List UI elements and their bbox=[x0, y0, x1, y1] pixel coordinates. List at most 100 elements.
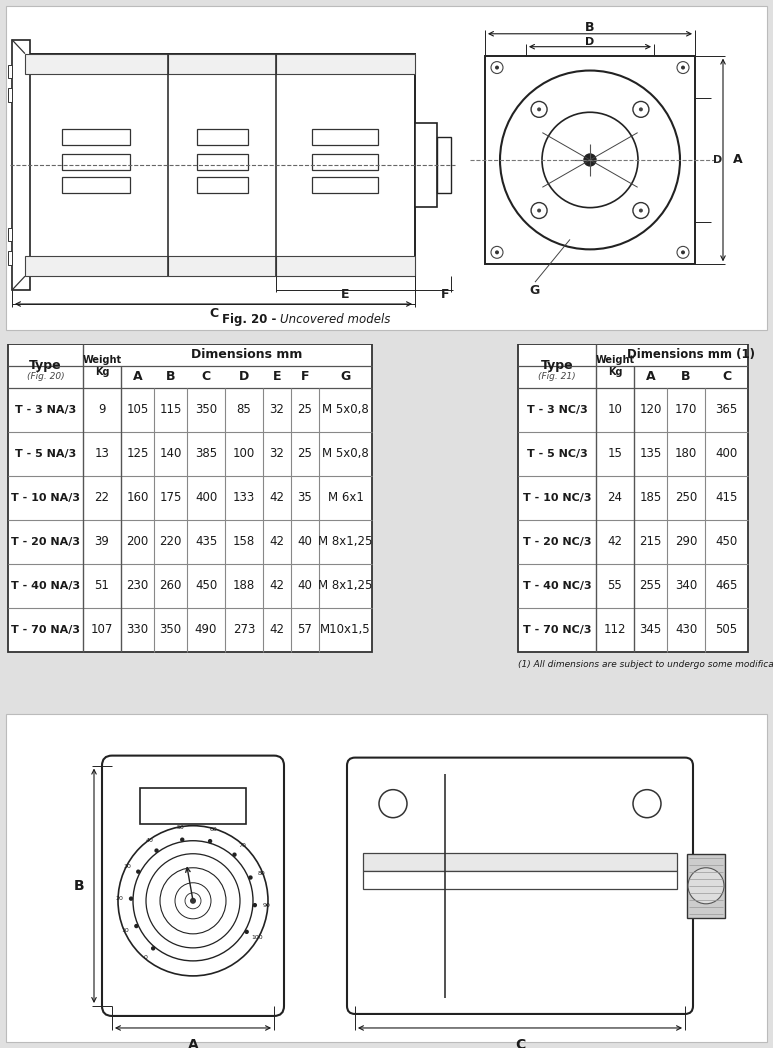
Circle shape bbox=[232, 852, 237, 857]
Circle shape bbox=[129, 896, 133, 901]
Text: 40: 40 bbox=[298, 580, 312, 592]
Text: 200: 200 bbox=[126, 536, 148, 548]
FancyBboxPatch shape bbox=[347, 758, 693, 1014]
Text: 175: 175 bbox=[159, 492, 182, 504]
Text: Weight
Kg: Weight Kg bbox=[595, 355, 635, 376]
Text: (Fig. 20): (Fig. 20) bbox=[27, 372, 64, 381]
Text: 135: 135 bbox=[639, 447, 662, 460]
Circle shape bbox=[136, 870, 141, 874]
Text: T - 40 NC/3: T - 40 NC/3 bbox=[523, 581, 591, 591]
Text: 70: 70 bbox=[239, 844, 247, 848]
Text: G: G bbox=[340, 370, 351, 384]
Circle shape bbox=[537, 107, 541, 111]
Text: M 8x1,25: M 8x1,25 bbox=[318, 580, 373, 592]
Text: A: A bbox=[733, 153, 743, 167]
Text: D: D bbox=[585, 37, 594, 47]
Text: T - 3 NC/3: T - 3 NC/3 bbox=[526, 405, 587, 415]
Circle shape bbox=[253, 903, 257, 908]
Circle shape bbox=[180, 837, 185, 842]
Text: 42: 42 bbox=[270, 536, 284, 548]
Text: 255: 255 bbox=[639, 580, 662, 592]
Text: 115: 115 bbox=[159, 403, 182, 416]
Bar bbox=[8, 227, 12, 241]
Bar bbox=[168, 53, 276, 73]
Text: 133: 133 bbox=[233, 492, 255, 504]
Circle shape bbox=[495, 66, 499, 69]
Text: 400: 400 bbox=[715, 447, 737, 460]
Text: B: B bbox=[165, 370, 175, 384]
Text: 13: 13 bbox=[94, 447, 110, 460]
Text: M 5x0,8: M 5x0,8 bbox=[322, 403, 369, 416]
Bar bbox=[197, 177, 248, 193]
Text: C: C bbox=[515, 1038, 525, 1048]
Text: T - 40 NA/3: T - 40 NA/3 bbox=[11, 581, 80, 591]
Bar bbox=[363, 853, 677, 871]
Bar bbox=[312, 154, 378, 170]
Text: 30: 30 bbox=[124, 864, 131, 869]
Text: 430: 430 bbox=[675, 624, 697, 636]
Text: A: A bbox=[188, 1038, 199, 1048]
Text: A: A bbox=[645, 370, 656, 384]
Text: T - 3 NA/3: T - 3 NA/3 bbox=[15, 405, 76, 415]
Text: 85: 85 bbox=[237, 403, 251, 416]
Text: 450: 450 bbox=[195, 580, 217, 592]
Text: T - 5 NC/3: T - 5 NC/3 bbox=[526, 449, 587, 459]
Circle shape bbox=[244, 930, 249, 934]
Text: 22: 22 bbox=[94, 492, 110, 504]
Circle shape bbox=[537, 209, 541, 213]
Text: F: F bbox=[301, 370, 309, 384]
Text: (1) All dimensions are subject to undergo some modifications.: (1) All dimensions are subject to underg… bbox=[518, 659, 773, 669]
Text: 25: 25 bbox=[298, 447, 312, 460]
Text: Dimensions mm (1): Dimensions mm (1) bbox=[627, 348, 755, 362]
Circle shape bbox=[681, 66, 685, 69]
Text: T - 20 NC/3: T - 20 NC/3 bbox=[523, 537, 591, 547]
Bar bbox=[437, 137, 451, 193]
Text: 10: 10 bbox=[121, 929, 129, 934]
Text: B: B bbox=[681, 370, 691, 384]
Circle shape bbox=[681, 250, 685, 255]
Text: 9: 9 bbox=[98, 403, 106, 416]
Text: A: A bbox=[133, 370, 142, 384]
Text: 42: 42 bbox=[608, 536, 622, 548]
Text: 0: 0 bbox=[144, 955, 148, 960]
Text: C: C bbox=[722, 370, 731, 384]
Text: 100: 100 bbox=[251, 936, 263, 940]
Bar bbox=[25, 53, 415, 277]
Text: 260: 260 bbox=[159, 580, 182, 592]
Text: T - 70 NA/3: T - 70 NA/3 bbox=[11, 625, 80, 635]
Text: 415: 415 bbox=[715, 492, 737, 504]
Circle shape bbox=[190, 898, 196, 903]
Bar bbox=[62, 154, 130, 170]
Bar bbox=[8, 252, 12, 265]
Bar bbox=[312, 177, 378, 193]
Text: 32: 32 bbox=[270, 447, 284, 460]
Text: D: D bbox=[713, 155, 722, 165]
Text: 505: 505 bbox=[716, 624, 737, 636]
Bar bbox=[12, 40, 30, 290]
Text: 385: 385 bbox=[195, 447, 217, 460]
Text: 15: 15 bbox=[608, 447, 622, 460]
Bar bbox=[62, 177, 130, 193]
Bar bbox=[25, 53, 168, 73]
Text: 345: 345 bbox=[639, 624, 662, 636]
Text: 188: 188 bbox=[233, 580, 255, 592]
Circle shape bbox=[248, 875, 253, 879]
Bar bbox=[415, 124, 437, 206]
Text: Weight
Kg: Weight Kg bbox=[83, 355, 121, 376]
Text: 170: 170 bbox=[675, 403, 697, 416]
Circle shape bbox=[639, 107, 643, 111]
Text: 32: 32 bbox=[270, 403, 284, 416]
Text: 465: 465 bbox=[715, 580, 737, 592]
Bar bbox=[8, 88, 12, 103]
Text: 350: 350 bbox=[195, 403, 217, 416]
Text: 365: 365 bbox=[715, 403, 737, 416]
Text: E: E bbox=[341, 288, 349, 301]
Text: 107: 107 bbox=[90, 624, 113, 636]
Circle shape bbox=[151, 946, 155, 951]
Bar bbox=[363, 871, 677, 889]
Text: 50: 50 bbox=[176, 826, 184, 830]
Text: 42: 42 bbox=[270, 492, 284, 504]
Text: Fig. 20 -: Fig. 20 - bbox=[222, 313, 280, 326]
Text: G: G bbox=[530, 284, 540, 298]
Text: 112: 112 bbox=[604, 624, 626, 636]
